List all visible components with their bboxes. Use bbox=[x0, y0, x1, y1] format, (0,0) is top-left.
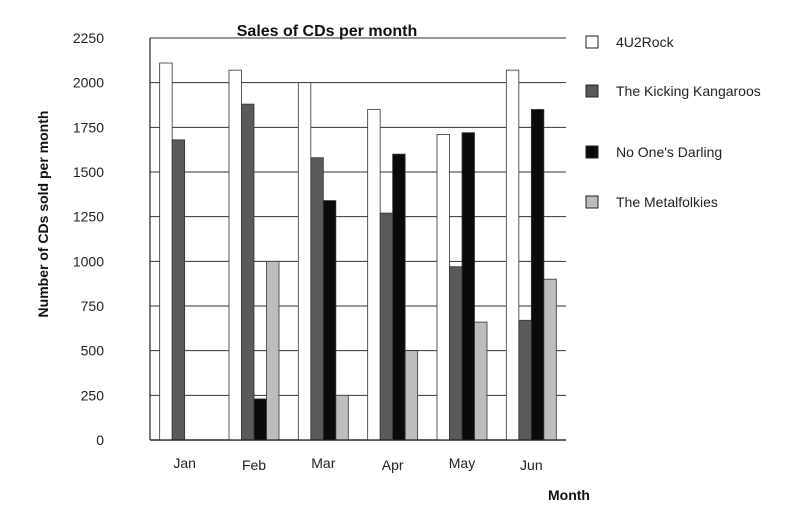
y-tick-label: 250 bbox=[81, 387, 105, 403]
y-tick-label: 1500 bbox=[73, 164, 104, 180]
x-axis-label: Month bbox=[548, 487, 590, 503]
y-tick-label: 1250 bbox=[73, 209, 104, 225]
bar bbox=[404, 350, 419, 441]
bar bbox=[253, 398, 267, 441]
bar bbox=[297, 82, 312, 441]
legend-swatch bbox=[585, 35, 599, 49]
bar bbox=[518, 319, 532, 441]
y-tick-label: 2000 bbox=[73, 75, 104, 91]
bar bbox=[322, 200, 337, 441]
legend: 4U2Rock The Kicking Kangaroos No One's Dar… bbox=[585, 34, 761, 210]
legend-swatch bbox=[585, 195, 599, 209]
x-tick-label: May bbox=[449, 455, 475, 471]
legend-label: 4U2Rock bbox=[616, 34, 675, 50]
legend-label: The Kicking Kangaroos bbox=[616, 83, 761, 99]
bar bbox=[392, 153, 406, 441]
bars-group bbox=[159, 62, 557, 441]
bar bbox=[367, 109, 381, 441]
y-tick-label: 1750 bbox=[73, 119, 104, 135]
y-tick-label: 2250 bbox=[73, 30, 104, 46]
legend-label: No One's Darling bbox=[616, 144, 722, 160]
bar bbox=[530, 109, 545, 441]
bar bbox=[241, 103, 255, 441]
x-tick-labels: Jan Feb Mar Apr May Jun bbox=[173, 455, 542, 473]
bar bbox=[228, 69, 242, 441]
y-tick-label: 750 bbox=[81, 298, 105, 314]
axes-group bbox=[149, 38, 566, 441]
y-tick-label: 500 bbox=[81, 343, 105, 359]
bar bbox=[461, 132, 475, 441]
x-tick-label: Apr bbox=[382, 457, 404, 473]
bar bbox=[171, 139, 186, 441]
y-axis-label: Number of CDs sold per month bbox=[35, 111, 51, 318]
bar bbox=[474, 321, 488, 441]
y-tick-labels: 0 250 500 750 1000 1250 1500 1750 2000 2250 bbox=[73, 30, 104, 448]
bar bbox=[543, 278, 557, 441]
bar bbox=[159, 62, 173, 441]
chart-title: Sales of CDs per month bbox=[237, 23, 417, 40]
y-tick-label: 1000 bbox=[73, 253, 104, 269]
grid-lines bbox=[150, 37, 566, 441]
legend-swatch bbox=[585, 84, 599, 98]
y-tick-label: 0 bbox=[96, 432, 104, 448]
x-tick-label: Jun bbox=[520, 457, 543, 473]
legend-label: The Metalfolkies bbox=[616, 194, 718, 210]
bar bbox=[505, 69, 520, 441]
bar bbox=[449, 266, 463, 441]
x-tick-label: Mar bbox=[311, 455, 335, 471]
x-tick-label: Jan bbox=[173, 455, 196, 471]
bar bbox=[379, 212, 394, 441]
bar bbox=[266, 260, 280, 441]
bar bbox=[335, 394, 349, 441]
bar bbox=[310, 157, 324, 441]
legend-swatch bbox=[585, 145, 599, 159]
x-tick-label: Feb bbox=[242, 457, 266, 473]
bar bbox=[436, 134, 450, 441]
